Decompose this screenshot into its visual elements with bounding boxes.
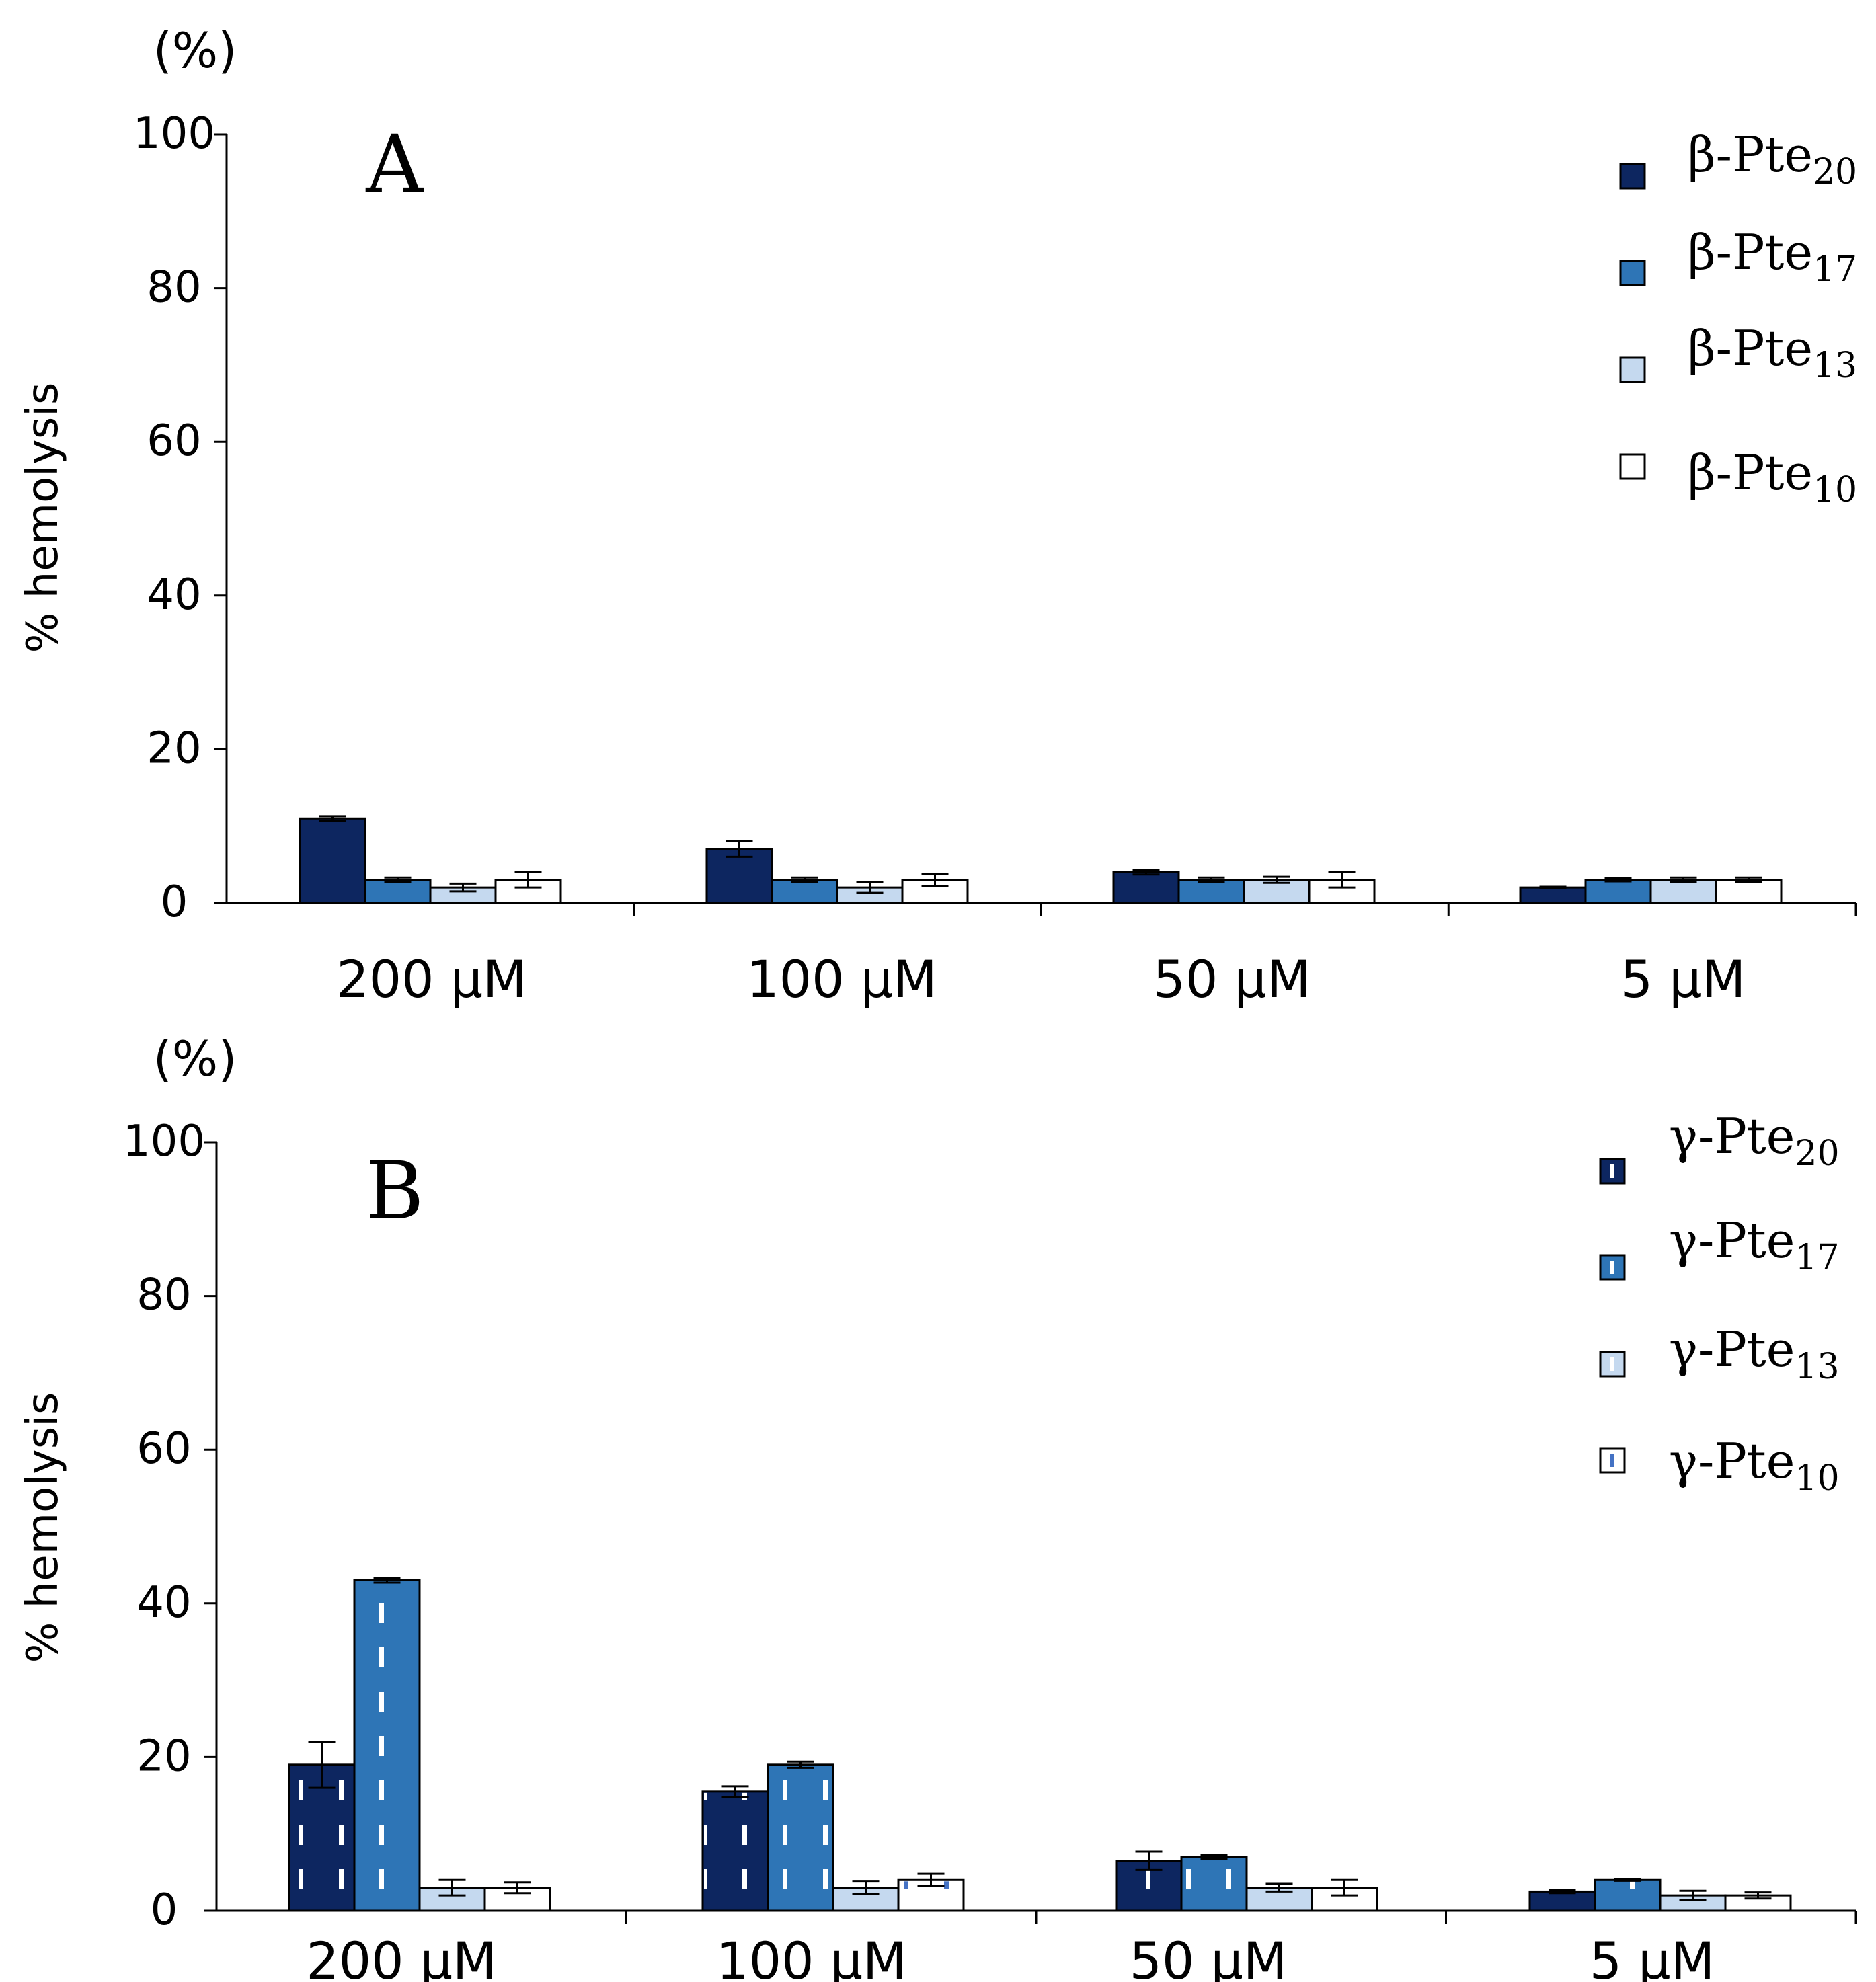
x-tick-label: 50 μM — [1153, 949, 1311, 1009]
panel-label: A — [365, 118, 424, 210]
bar-hatch — [1662, 1897, 1724, 1910]
legend-swatch — [1619, 453, 1646, 480]
chart-panel-b: (%) % hemolysis 0 20 40 60 80 100 200 μM 100 μM 50… — [18, 1031, 1857, 1982]
legend-label-subscript: 17 — [1795, 1238, 1839, 1278]
x-tick-label: 5 μM — [1620, 949, 1746, 1009]
legend-swatch — [1619, 356, 1646, 383]
legend-label: β-Pte13 — [1688, 320, 1857, 386]
x-tick-label: 100 μM — [746, 949, 937, 1009]
y-axis-title: % hemolysis — [18, 383, 68, 653]
legend-label-name: γ-Pte — [1669, 1108, 1795, 1164]
bar-series-17-1 — [364, 879, 432, 904]
legend-label-name: β-Pte — [1688, 444, 1813, 501]
legend-swatch-hatch — [1610, 1261, 1614, 1274]
bar-series-20-3 — [1112, 871, 1180, 904]
legend-label-name: β-Pte — [1688, 224, 1813, 280]
y-tick-label: 80 — [147, 263, 201, 313]
legend-label: γ-Pte10 — [1669, 1433, 1840, 1499]
legend-label-name: β-Pte — [1688, 320, 1813, 376]
bar-hatch — [1531, 1893, 1594, 1910]
y-tick-label: 60 — [147, 416, 201, 466]
bar-hatch — [704, 1792, 767, 1910]
legend-entry-10[interactable]: γ-Pte10 — [1599, 1433, 1840, 1499]
legend-label-subscript: 20 — [1813, 152, 1857, 192]
bar-hatch — [1183, 1858, 1245, 1910]
legend-swatch — [1619, 163, 1646, 190]
x-tick-label: 5 μM — [1590, 1931, 1715, 1982]
bar-series-20-2 — [705, 848, 773, 904]
y-tick-label: 40 — [136, 1578, 191, 1628]
legend-label-name: γ-Pte — [1669, 1321, 1795, 1378]
y-tick-label: 100 — [133, 109, 215, 159]
legend-label-subscript: 13 — [1813, 346, 1857, 386]
legend-entry-17[interactable]: γ-Pte17 — [1599, 1212, 1840, 1281]
x-tick-label: 100 μM — [716, 1931, 906, 1982]
y-tick-label: 80 — [136, 1271, 191, 1320]
y-tick-label: 60 — [136, 1424, 191, 1474]
bar-series-17-4 — [1584, 879, 1652, 904]
x-tick-label: 200 μM — [306, 1931, 496, 1982]
legend-label-subscript: 20 — [1795, 1134, 1839, 1174]
legend-label-name: β-Pte — [1688, 126, 1813, 183]
bar-hatch — [356, 1581, 418, 1910]
bar-hatch — [1727, 1897, 1789, 1910]
bar-series-20-1 — [299, 817, 366, 904]
legend-label-subscript: 13 — [1795, 1347, 1839, 1387]
legend-label-name: γ-Pte — [1669, 1433, 1795, 1489]
bar-hatch — [290, 1766, 353, 1910]
legend-label: γ-Pte17 — [1669, 1212, 1840, 1278]
legend-entry-13[interactable]: γ-Pte13 — [1599, 1321, 1840, 1387]
bar-series-20-4 — [1519, 886, 1587, 904]
bar-hatch — [1596, 1881, 1659, 1910]
legend-label-subscript: 10 — [1813, 470, 1857, 510]
legend-swatch-hatch — [1610, 1454, 1614, 1467]
legend-entry-20[interactable]: β-Pte20 — [1619, 126, 1857, 192]
legend-entry-10[interactable]: β-Pte10 — [1619, 444, 1857, 510]
legend-swatch-hatch — [1610, 1164, 1614, 1178]
x-tick-label: 200 μM — [336, 949, 526, 1009]
legend-label: β-Pte10 — [1688, 444, 1857, 510]
legend-label: β-Pte17 — [1688, 224, 1857, 290]
y-unit-label: (%) — [153, 1031, 237, 1087]
y-tick-label: 40 — [147, 570, 201, 620]
bar-hatch — [769, 1766, 832, 1910]
legend-entry-13[interactable]: β-Pte13 — [1619, 320, 1857, 386]
legend-label-subscript: 10 — [1795, 1458, 1839, 1499]
y-tick-label: 0 — [151, 1885, 178, 1935]
legend-label-subscript: 17 — [1813, 249, 1857, 290]
legend-entry-20[interactable]: γ-Pte20 — [1599, 1108, 1840, 1185]
y-unit-label: (%) — [153, 22, 237, 79]
bar-series-17-2 — [771, 879, 838, 904]
bar-series-13-4 — [1649, 879, 1717, 904]
y-tick-label: 20 — [147, 723, 201, 773]
legend-entry-17[interactable]: β-Pte17 — [1619, 224, 1857, 290]
y-tick-label: 100 — [123, 1117, 205, 1166]
y-tick-label: 20 — [136, 1731, 191, 1781]
bar-series-17-3 — [1177, 879, 1245, 904]
x-tick-label: 50 μM — [1130, 1931, 1288, 1982]
legend-label-name: γ-Pte — [1669, 1212, 1795, 1269]
legend-label: γ-Pte20 — [1669, 1108, 1840, 1174]
legend-swatch — [1619, 260, 1646, 286]
panel-label: B — [366, 1144, 424, 1237]
chart-panel-a: (%) % hemolysis 0 20 40 60 80 100 200 μM 100 μM 50… — [18, 22, 1857, 1009]
bar-series-10-4 — [1715, 879, 1783, 904]
legend-label: γ-Pte13 — [1669, 1321, 1840, 1387]
legend-swatch-hatch — [1610, 1357, 1614, 1371]
legend-label: β-Pte20 — [1688, 126, 1857, 192]
y-axis-title: % hemolysis — [18, 1392, 68, 1663]
y-tick-label: 0 — [161, 877, 188, 927]
